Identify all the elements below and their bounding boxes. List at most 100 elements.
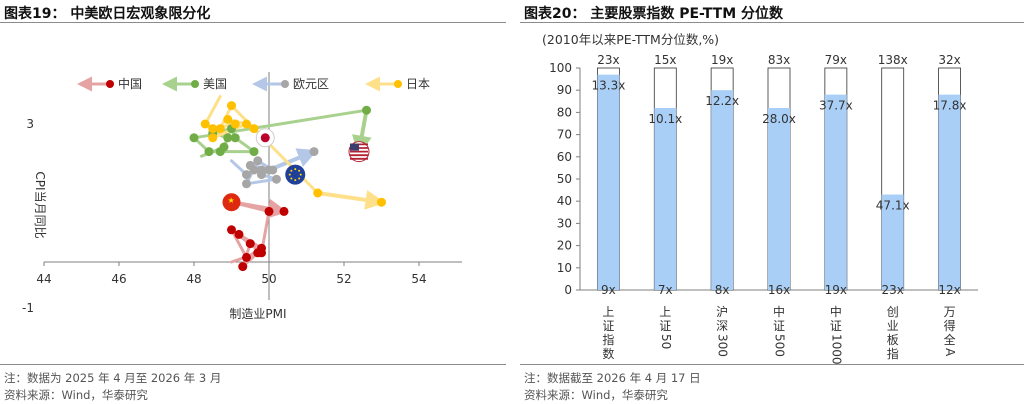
- category-label-char: 板: [887, 333, 899, 347]
- data-point: [238, 262, 248, 272]
- bar: [654, 107, 677, 291]
- x-axis-title: 制造业PMI: [229, 307, 286, 321]
- data-point: [257, 170, 266, 180]
- right-title-rule: [520, 22, 1024, 23]
- right-source: 资料来源：Wind，华泰研究: [524, 388, 668, 402]
- y-tick-label: 10: [557, 261, 572, 275]
- series-path-segment: [245, 177, 278, 186]
- left-title-rule: [0, 22, 506, 23]
- category-label-char: 中: [773, 304, 785, 319]
- bar-bottom-label: 16x: [768, 283, 790, 297]
- data-point: [227, 225, 236, 235]
- data-point: [272, 174, 281, 184]
- bar-bottom-label: 12x: [938, 283, 960, 297]
- category-label-char: 业: [887, 319, 899, 333]
- left-footer-rule: [0, 364, 506, 365]
- right-note: 注：数据截至 2026 年 4 月 17 日: [524, 371, 701, 385]
- eu-flag-star: [294, 179, 297, 182]
- bar-value-label: 13.3x: [592, 79, 626, 93]
- data-point: [230, 133, 240, 143]
- legend-label: 欧元区: [293, 77, 329, 91]
- bar-top-label: 138x: [878, 53, 908, 67]
- bar-top-label: 19x: [711, 53, 733, 67]
- x-tick-label: 44: [36, 272, 51, 286]
- bar-bottom-label: 19x: [825, 283, 847, 297]
- bar: [711, 90, 734, 290]
- data-point: [242, 119, 251, 129]
- bar-value-label: 37.7x: [819, 99, 853, 113]
- chart-subtitle: (2010年以来PE-TTM分位数,%): [542, 32, 719, 47]
- bar-value-label: 10.1x: [648, 112, 682, 126]
- macro-quadrant-chart: 44 46 48 50 52 54 3 -1 ★ 中国 美国 欧元区 日本 制造业PMI CPI当月…: [22, 72, 462, 321]
- us-flag: [348, 141, 370, 163]
- data-point: [223, 133, 233, 143]
- legend-marker: [394, 80, 402, 88]
- bar-value-label: 47.1x: [876, 199, 910, 213]
- category-label-char: 证: [773, 319, 785, 333]
- y-tick-label: 40: [557, 194, 572, 208]
- legend-label: 美国: [203, 77, 227, 91]
- data-point: [215, 147, 225, 157]
- data-point: [223, 114, 233, 124]
- category-label-char: 万: [944, 305, 956, 319]
- data-point: [279, 206, 289, 216]
- category-label-char: 得: [944, 318, 956, 333]
- series-path-segment: [315, 190, 386, 210]
- bar: [597, 74, 620, 290]
- category-label-char: 上: [659, 305, 671, 319]
- category-label-digits: 500: [773, 334, 787, 357]
- category-label-char: 创: [887, 305, 899, 319]
- bar-top-label: 15x: [654, 53, 676, 67]
- x-tick-label: 48: [186, 272, 201, 286]
- right-panel: 图表20： 主要股票指数 PE-TTM 分位数 (2010年以来PE-TTM分位…: [520, 0, 1024, 404]
- left-panel: 图表19： 中美欧日宏观象限分化 44 46 48 50 52 54 3 -1 ★ 中国 美国 欧…: [0, 0, 506, 404]
- bar: [768, 107, 790, 291]
- bar: [881, 194, 904, 290]
- eu-flag-star: [298, 169, 301, 172]
- legend-marker: [191, 80, 199, 88]
- category-label-char: 指: [887, 346, 899, 361]
- legend-label: 日本: [406, 77, 430, 91]
- legend-marker: [106, 80, 114, 88]
- category-label-digits: 50: [659, 334, 673, 349]
- data-point: [208, 133, 218, 143]
- series-path-segment: [230, 228, 248, 259]
- y-tick-label: 50: [557, 172, 572, 186]
- bar-bottom-label: 9x: [601, 283, 616, 297]
- category-label-char: 上: [602, 305, 614, 319]
- data-point: [249, 147, 259, 157]
- data-point: [253, 156, 263, 166]
- china-flag: ★: [222, 193, 241, 212]
- japan-flag-sun: [260, 133, 270, 143]
- data-point: [230, 119, 240, 129]
- china-flag-star: ★: [228, 196, 235, 205]
- left-figure-title: 图表19： 中美欧日宏观象限分化: [4, 6, 211, 22]
- y-tick-label: -1: [22, 301, 34, 315]
- category-label-char: 证: [602, 319, 614, 333]
- x-tick-label: 52: [336, 272, 351, 286]
- category-label-char: 指: [602, 332, 614, 347]
- category-label-char: 数: [602, 346, 614, 361]
- bar-value-label: 12.2x: [705, 94, 739, 108]
- data-point: [245, 239, 255, 249]
- category-label-digits: 1000: [829, 334, 843, 364]
- right-figure-title: 图表20： 主要股票指数 PE-TTM 分位数: [524, 6, 784, 22]
- x-tick-label: 46: [111, 272, 126, 286]
- data-point: [189, 133, 199, 143]
- data-point: [264, 206, 274, 216]
- data-point: [234, 229, 244, 239]
- y-axis-title: CPI当月同比: [33, 171, 47, 238]
- category-label-char: 中: [830, 304, 842, 319]
- left-note: 注：数据为 2025 年 4 月至 2026 年 3 月: [4, 371, 222, 385]
- bar-top-label: 83x: [768, 53, 790, 67]
- y-tick-label: 60: [557, 150, 572, 164]
- series-path-segment: [267, 148, 318, 172]
- legend-marker: [281, 80, 289, 88]
- china-flag-disc: [222, 193, 241, 212]
- eu-flag-star: [294, 168, 297, 171]
- y-tick-label: 70: [557, 128, 572, 142]
